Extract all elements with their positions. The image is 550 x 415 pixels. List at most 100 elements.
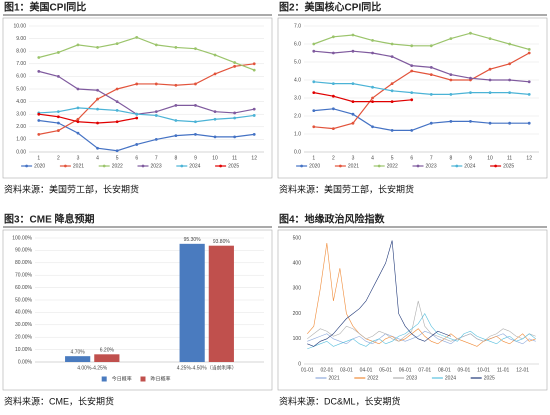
- point: [488, 37, 492, 40]
- y-tick-label: 20.00%: [15, 335, 33, 341]
- x-tick-label: 1: [37, 155, 40, 161]
- point: [115, 87, 119, 91]
- y-tick-label: 40.00%: [15, 310, 33, 316]
- x-tick-label: 12: [526, 155, 532, 161]
- legend-label: 2025: [228, 163, 239, 169]
- legend-label: 2025: [484, 375, 495, 381]
- point: [331, 51, 335, 55]
- x-tick-label: 12: [251, 155, 257, 161]
- point: [351, 82, 355, 85]
- x-tick-label: 09-01: [458, 367, 471, 373]
- legend-label: 今日概率: [112, 375, 132, 382]
- x-tick-label: 10-01: [477, 367, 490, 373]
- x-tick-label: 10: [212, 155, 218, 161]
- point: [252, 68, 256, 72]
- point: [154, 43, 158, 47]
- point: [371, 39, 374, 42]
- point: [135, 116, 139, 120]
- point: [56, 51, 60, 54]
- point: [37, 69, 41, 73]
- point: [56, 129, 60, 132]
- point: [252, 114, 256, 117]
- y-tick-label: 4.00: [16, 99, 26, 105]
- legend-label: 2023: [426, 163, 437, 169]
- point: [115, 42, 119, 46]
- point: [312, 109, 316, 112]
- point: [351, 112, 355, 116]
- figure-title: 图1：美国CPI同比: [4, 1, 86, 14]
- point: [115, 120, 119, 124]
- point: [56, 115, 60, 119]
- point: [410, 64, 414, 67]
- point: [76, 131, 80, 135]
- x-tick-label: 2: [332, 155, 335, 161]
- point: [56, 110, 60, 114]
- point: [508, 62, 512, 66]
- point: [488, 121, 492, 125]
- y-tick-label: 10.00: [13, 23, 26, 29]
- legend-swatch: [140, 376, 146, 382]
- y-tick-label: 4.0: [294, 77, 301, 83]
- point: [37, 56, 41, 59]
- point: [312, 91, 316, 94]
- point: [449, 78, 453, 82]
- point: [252, 132, 256, 136]
- figure-title: 图3：CME 降息预期: [4, 213, 95, 226]
- point: [410, 129, 414, 132]
- point: [312, 80, 316, 84]
- x-tick-label: 1: [312, 155, 315, 161]
- point: [410, 44, 414, 48]
- y-tick-label: 3.0: [294, 95, 301, 101]
- series-line: [38, 119, 255, 152]
- point: [371, 85, 374, 89]
- chart-frame: [277, 229, 548, 391]
- x-tick-label: 6: [410, 155, 413, 161]
- point: [194, 120, 197, 124]
- point: [449, 120, 453, 123]
- x-tick-label: 7: [155, 155, 158, 161]
- point: [154, 114, 158, 117]
- y-tick-label: 80.00%: [15, 260, 33, 266]
- x-tick-label: 07-01: [418, 367, 431, 373]
- y-tick-label: 30.00%: [15, 322, 33, 328]
- point: [488, 78, 492, 82]
- source-note: 资料来源：美国劳工部，长安期货: [4, 183, 139, 194]
- legend-marker: [300, 164, 303, 168]
- y-tick-label: 10.00%: [15, 347, 33, 353]
- point: [449, 37, 453, 40]
- point: [351, 33, 355, 37]
- bar: [179, 243, 205, 362]
- x-tick-label: 05-01: [379, 367, 392, 373]
- series-line: [313, 81, 530, 95]
- value-label: 6.20%: [100, 348, 115, 354]
- y-tick-label: 2.0: [294, 113, 301, 119]
- point: [312, 49, 316, 53]
- x-tick-label: 8: [449, 155, 452, 161]
- point: [429, 44, 433, 48]
- point: [449, 93, 453, 96]
- series-line: [313, 32, 530, 50]
- point: [488, 91, 492, 94]
- point: [410, 91, 414, 94]
- point: [312, 42, 316, 46]
- point: [213, 117, 217, 121]
- series-line: [38, 113, 137, 124]
- legend-label: 2022: [387, 163, 398, 169]
- point: [429, 73, 433, 76]
- point: [96, 146, 99, 150]
- point: [351, 49, 355, 53]
- legend-marker: [25, 164, 28, 168]
- x-tick-label: 10: [487, 155, 493, 161]
- point: [233, 116, 237, 120]
- point: [390, 100, 394, 103]
- point: [37, 112, 41, 116]
- x-tick-label: 4: [96, 155, 99, 161]
- point: [174, 134, 178, 138]
- y-tick-label: 6.0: [294, 41, 301, 47]
- point: [154, 138, 158, 141]
- point: [233, 61, 237, 64]
- source-note: 资料来源：DC&ML，长安期货: [279, 395, 401, 406]
- point: [312, 125, 316, 129]
- point: [410, 69, 414, 73]
